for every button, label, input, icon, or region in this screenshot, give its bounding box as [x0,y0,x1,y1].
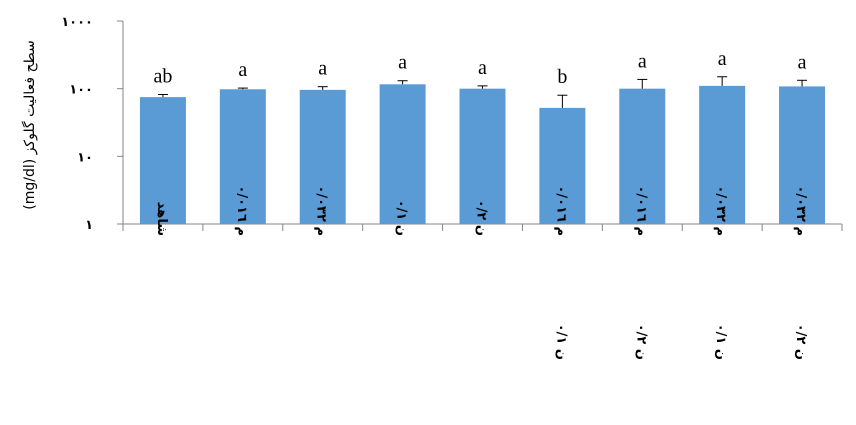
y-axis-title-group: سطح فعالیت گلوکز (mg/dl) [21,40,38,209]
x-category-label: م ٠/٠١٦ [633,185,648,236]
x-category-label-group: ن ٠/٢ [793,324,808,360]
y-tick-labels: ١ ١٠ ١٠٠ ١٠٠٠ [61,15,93,233]
x-category-label-group: ن ٠/٢ [633,324,648,360]
x-category-label-group: م ٠/٠١٦ [633,185,648,236]
y-tick-label: ١٠ [77,150,93,165]
significance-letter: a [478,57,487,79]
bar [539,107,586,224]
bar [619,88,666,225]
error-bars [157,76,808,108]
x-category-label: م ٠/٠٣٢ [713,185,728,236]
x-category-label: ن ٠/٢ [474,200,489,236]
bar [379,84,426,224]
x-category-label-group: م ٠/٠٣٢ [793,185,808,236]
significance-letter: a [398,52,407,74]
x-category-labels: شاهد م ٠/٠١٦ م ٠/٠٣٢ ن ٠/١ ن ٠/٢ م ٠/٠١٦ ن ٠/١… [154,185,808,360]
x-category-label: ن ٠/١ [394,200,409,236]
x-category-label-group: ن ٠/٢ [474,200,489,236]
bars [139,84,826,225]
x-category-label-group: ن ٠/١ [553,324,568,360]
x-category-label-group: م ٠/٠١٦ [234,185,249,236]
bar [219,89,266,224]
x-category-label-group: م ٠/٠٣٢ [314,185,329,236]
y-tick-label: ١٠٠ [69,83,93,98]
x-category-label: م ٠/٠٣٢ [793,185,808,236]
x-category-label-group: ن ٠/١ [713,324,728,360]
x-category-label-group: شاهد [154,202,169,236]
significance-letter: ab [153,65,172,87]
x-category-label-group: م ٠/٠٣٢ [713,185,728,236]
x-category-label: ن ٠/٢ [793,324,808,360]
x-category-label: م ٠/٠١٦ [553,185,568,236]
x-category-label: ن ٠/٢ [633,324,648,360]
significance-letter: a [798,51,807,73]
x-category-label: ن ٠/١ [553,324,568,360]
significance-letter: a [238,59,247,81]
bar [459,88,506,225]
significance-letter: a [718,48,727,70]
x-category-label-group: ن ٠/١ [394,200,409,236]
x-category-label: م ٠/٠١٦ [234,185,249,236]
x-category-label: شاهد [154,202,169,236]
y-axis-title: سطح فعالیت گلوکز (mg/dl) [21,40,38,209]
x-category-label-group: م ٠/٠١٦ [553,185,568,236]
bar [699,85,746,225]
y-tick-label: ١ [85,218,93,233]
significance-letter: b [557,66,567,88]
significance-letter: a [318,58,327,80]
significance-letters: ab a a a a ba a a [153,48,806,88]
bar [299,89,346,225]
x-category-label: ن ٠/١ [713,324,728,360]
bar [779,86,826,224]
significance-letter: a [638,50,647,72]
bar [139,97,186,224]
x-category-label: م ٠/٠٣٢ [314,185,329,236]
y-tick-label: ١٠٠٠ [61,15,93,30]
